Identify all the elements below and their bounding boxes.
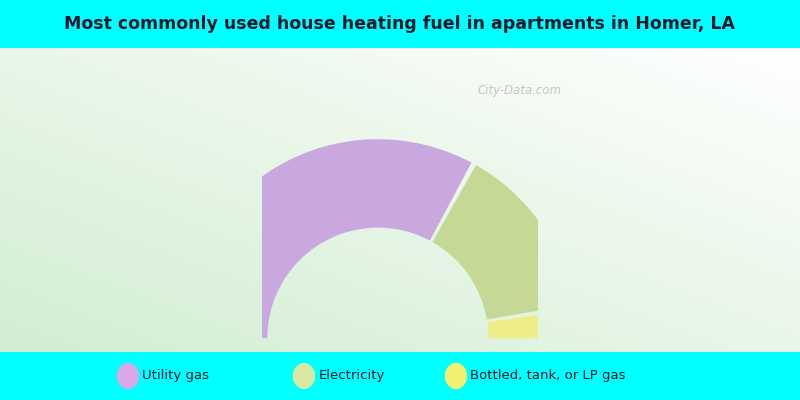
Text: Most commonly used house heating fuel in apartments in Homer, LA: Most commonly used house heating fuel in… <box>65 15 735 33</box>
Wedge shape <box>433 165 574 320</box>
Ellipse shape <box>293 363 315 389</box>
Ellipse shape <box>445 363 467 389</box>
Wedge shape <box>179 139 471 338</box>
Text: Utility gas: Utility gas <box>142 370 210 382</box>
Ellipse shape <box>117 363 139 389</box>
Text: City-Data.com: City-Data.com <box>478 84 562 98</box>
Wedge shape <box>487 310 577 338</box>
Text: Electricity: Electricity <box>318 370 385 382</box>
Text: Bottled, tank, or LP gas: Bottled, tank, or LP gas <box>470 370 626 382</box>
